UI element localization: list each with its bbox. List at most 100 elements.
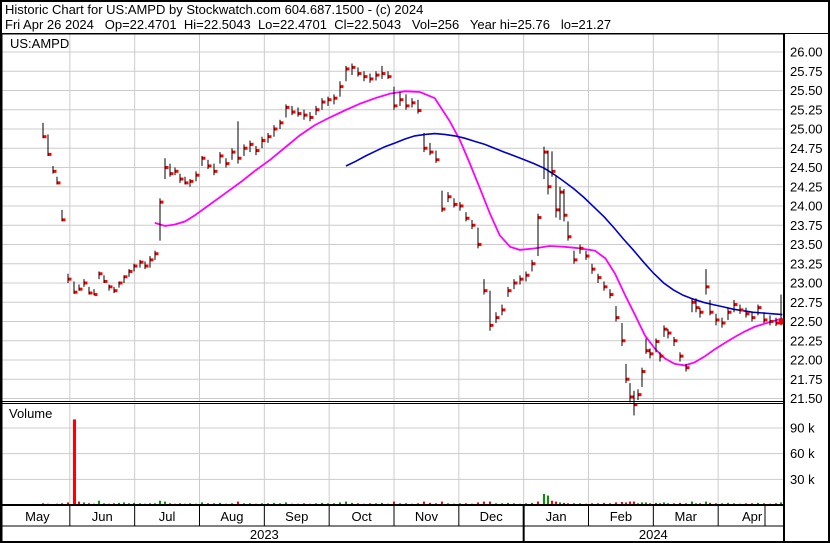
ohlc-bar-stem [195, 171, 197, 182]
ohlc-bar-stem [637, 389, 639, 401]
volume-bar [159, 500, 161, 505]
ohlc-bar-stem [721, 317, 723, 328]
volume-bar [625, 502, 627, 505]
volume-bar [339, 502, 341, 505]
volume-bar [679, 502, 681, 505]
ohlc-bar-stem [128, 269, 130, 277]
ohlc-bar-stem [573, 250, 575, 264]
volume-bar [83, 502, 85, 505]
ohlc-close-tick [250, 142, 254, 146]
ohlc-bar-stem [309, 112, 311, 122]
volume-bar [543, 493, 545, 505]
chart-header: Historic Chart for US:AMPD by Stockwatch… [5, 2, 611, 32]
ohlc-bar-stem [695, 298, 697, 313]
ohlc-close-tick [400, 98, 404, 102]
volume-bar [237, 501, 239, 505]
ohlc-close-tick [214, 169, 218, 173]
ohlc-bar-stem [547, 150, 549, 195]
volume-bar [537, 501, 539, 505]
ohlc-close-tick [674, 339, 678, 343]
price-axis-label: 22.25 [790, 333, 823, 348]
ohlc-bar-stem [73, 281, 75, 294]
ohlc-bar-stem [641, 367, 643, 387]
ohlc-bar-stem [447, 192, 449, 203]
ohlc-close-tick [646, 349, 650, 353]
ohlc-bar-stem [243, 144, 245, 156]
ohlc-bar-stem [745, 307, 747, 318]
ohlc-bar-stem [189, 179, 191, 187]
price-axis-label: 24.75 [790, 141, 823, 156]
volume-bar [633, 501, 635, 505]
ohlc-close-tick [642, 370, 646, 374]
ohlc-close-tick [696, 306, 700, 310]
ohlc-bar-stem [691, 298, 693, 313]
ohlc-bar-stem [673, 336, 675, 347]
ohlc-close-tick [124, 275, 128, 279]
ohlc-close-tick [568, 235, 572, 239]
ohlc-bar-stem [393, 86, 395, 110]
month-label: Feb [610, 509, 632, 524]
price-axis-label: 22.50 [790, 314, 823, 329]
ohlc-close-tick [592, 267, 596, 271]
ohlc-bar-stem [261, 136, 263, 149]
ohlc-close-tick [586, 254, 590, 258]
ohlc-close-tick [466, 216, 470, 220]
ohlc-bar-stem [459, 202, 461, 211]
ohlc-close-tick [57, 181, 61, 185]
ohlc-bar-stem [133, 263, 135, 272]
moving-average-fast-line [154, 90, 783, 367]
ohlc-bar-stem [315, 105, 317, 116]
ohlc-bar-stem [93, 289, 95, 296]
ohlc-bar-stem [291, 105, 293, 116]
ohlc-bar-stem [174, 167, 176, 176]
ohlc-bar-stem [659, 352, 661, 362]
ohlc-bar-stem [709, 299, 711, 316]
ohlc-close-tick [418, 109, 422, 113]
volume-bar [123, 502, 125, 505]
ohlc-bar-stem [255, 145, 257, 156]
price-axis-label: 24.25 [790, 179, 823, 194]
ohlc-close-tick [292, 110, 296, 114]
volume-bar [273, 502, 275, 505]
ohlc-bar-stem [679, 352, 681, 362]
ohlc-close-tick [328, 98, 332, 102]
ohlc-close-tick [706, 285, 710, 289]
ohlc-bar-stem [279, 119, 281, 129]
ohlc-close-tick [532, 262, 536, 266]
ohlc-close-tick [460, 204, 464, 208]
ohlc-close-tick [322, 100, 326, 104]
month-label: Dec [480, 509, 504, 524]
ohlc-close-tick [770, 320, 774, 323]
ohlc-bar-stem [625, 363, 627, 384]
ohlc-bar-stem [551, 151, 553, 177]
ohlc-bar-stem [56, 176, 58, 185]
ohlc-close-tick [226, 162, 230, 166]
ohlc-close-tick [622, 339, 626, 343]
ohlc-close-tick [634, 403, 638, 407]
ohlc-close-tick [430, 150, 434, 154]
ohlc-close-tick [574, 258, 578, 262]
volume-bar [219, 502, 221, 505]
ohlc-bar-stem [591, 263, 593, 274]
ohlc-close-tick [185, 181, 189, 185]
ohlc-bar-stem [113, 286, 115, 294]
ohlc-close-tick [548, 185, 552, 189]
ohlc-bar-stem [399, 92, 401, 106]
ohlc-close-tick [180, 177, 184, 181]
ohlc-close-tick [496, 316, 500, 320]
ohlc-bar-stem [333, 94, 335, 105]
price-axis-label: 25.25 [790, 102, 823, 117]
month-label: Nov [415, 509, 439, 524]
volume-bar [757, 502, 759, 505]
last-price-marker [779, 318, 785, 325]
ohlc-bar-stem [417, 99, 419, 114]
ohlc-bar-stem [525, 271, 527, 282]
volume-bar [133, 502, 135, 505]
volume-bar [285, 502, 287, 505]
ohlc-bar-stem [201, 155, 203, 166]
ohlc-bar-stem [603, 281, 605, 291]
ohlc-close-tick [650, 352, 654, 356]
ohlc-close-tick [334, 96, 338, 100]
ohlc-bar-stem [555, 175, 557, 218]
ohlc-bar-stem [567, 221, 569, 241]
